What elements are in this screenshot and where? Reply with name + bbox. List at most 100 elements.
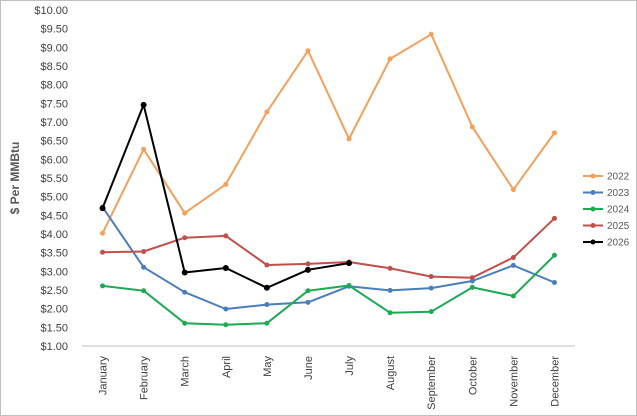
x-tick-label: June xyxy=(303,356,315,380)
data-point xyxy=(305,288,311,294)
y-tick-label: $3.50 xyxy=(40,248,68,260)
data-point xyxy=(223,181,229,187)
legend-item-2025: 2025 xyxy=(583,221,630,232)
x-tick-label: October xyxy=(467,356,479,395)
data-point xyxy=(223,322,229,328)
data-point xyxy=(510,187,516,193)
data-point xyxy=(100,230,106,236)
data-point xyxy=(387,287,393,293)
y-tick-label: $1.50 xyxy=(40,322,68,334)
y-axis-title: $ Per MMBtu xyxy=(8,142,22,215)
y-tick-label: $8.50 xyxy=(40,61,68,73)
data-point xyxy=(387,265,393,271)
legend-label: 2022 xyxy=(607,172,630,183)
series-layer xyxy=(99,31,557,328)
data-point xyxy=(304,266,311,273)
y-tick-label: $3.00 xyxy=(40,266,68,278)
x-tick-label: November xyxy=(508,356,520,407)
data-point xyxy=(182,320,188,326)
data-point xyxy=(510,262,516,268)
data-point xyxy=(346,260,353,267)
y-tick-label: $4.00 xyxy=(40,229,68,241)
x-tick-label: January xyxy=(98,356,110,396)
data-point xyxy=(387,56,393,62)
data-point xyxy=(141,146,147,152)
data-point xyxy=(181,269,188,276)
data-point xyxy=(222,264,229,271)
x-tick-label: March xyxy=(180,356,192,387)
data-point xyxy=(551,280,557,286)
y-tick-label: $9.00 xyxy=(40,42,68,54)
data-point xyxy=(428,309,434,315)
data-point xyxy=(551,252,557,258)
data-point xyxy=(100,249,106,255)
series-2023 xyxy=(100,204,557,312)
y-tick-label: $1.00 xyxy=(40,341,68,353)
data-point xyxy=(428,285,434,291)
data-point xyxy=(305,261,311,267)
x-tick-label: August xyxy=(385,356,397,390)
y-axis-ticks: $1.00 $1.50 $2.00 $2.50 $3.00 $3.50 $4.00 $4.50… xyxy=(34,5,68,353)
series-2022 xyxy=(100,31,557,236)
series-line xyxy=(102,217,556,279)
y-tick-label: $6.50 xyxy=(40,136,68,148)
data-point xyxy=(264,262,270,268)
x-tick-label: April xyxy=(221,356,233,378)
series-2024 xyxy=(100,252,557,328)
series-2025 xyxy=(100,215,557,281)
legend-label: 2026 xyxy=(607,238,630,249)
data-point xyxy=(140,101,147,108)
legend-label: 2023 xyxy=(607,188,630,199)
x-tick-label: May xyxy=(262,356,274,377)
y-tick-label: $7.50 xyxy=(40,98,68,110)
legend-label: 2024 xyxy=(607,205,630,216)
data-point xyxy=(510,255,516,261)
y-tick-label: $4.50 xyxy=(40,210,68,222)
data-point xyxy=(141,249,147,255)
data-point xyxy=(551,215,557,221)
legend-marker xyxy=(590,173,596,179)
y-tick-label: $5.50 xyxy=(40,173,68,185)
legend-label: 2025 xyxy=(607,221,630,232)
series-line xyxy=(101,206,555,310)
y-tick-label: $7.00 xyxy=(40,117,68,129)
legend-marker xyxy=(590,190,596,195)
data-point xyxy=(100,283,106,289)
data-point xyxy=(141,288,147,294)
legend-item-2022: 2022 xyxy=(583,172,630,183)
series-2026 xyxy=(99,101,353,291)
data-point xyxy=(263,284,270,291)
y-tick-label: $8.00 xyxy=(40,80,68,92)
legend-item-2023: 2023 xyxy=(583,188,630,199)
data-point xyxy=(223,233,229,239)
legend-item-2024: 2024 xyxy=(583,205,630,216)
data-point xyxy=(182,289,188,295)
data-point xyxy=(428,31,434,37)
x-tick-label: December xyxy=(549,356,561,407)
data-point xyxy=(428,274,434,280)
x-axis-ticks: January February March April May June July Augu… xyxy=(98,356,562,410)
data-point xyxy=(182,235,188,241)
data-point xyxy=(469,124,475,130)
series-line xyxy=(102,254,556,326)
data-point xyxy=(99,205,106,212)
data-point xyxy=(223,306,229,312)
legend-item-2026: 2026 xyxy=(583,238,630,249)
y-tick-label: $9.50 xyxy=(40,24,68,36)
data-point xyxy=(305,299,311,305)
data-point xyxy=(305,48,311,54)
data-point xyxy=(264,320,270,326)
y-tick-label: $2.50 xyxy=(40,285,68,297)
x-tick-label: July xyxy=(344,356,356,376)
data-point xyxy=(346,136,352,142)
x-tick-label: September xyxy=(426,356,438,410)
data-point xyxy=(469,275,475,281)
legend: 2022 2023 2024 2025 2026 xyxy=(583,172,630,249)
legend-marker xyxy=(590,223,596,228)
y-tick-label: $2.00 xyxy=(40,304,68,316)
data-point xyxy=(182,210,188,216)
data-point xyxy=(264,302,270,308)
legend-marker xyxy=(590,206,596,212)
data-point xyxy=(141,264,147,270)
series-line xyxy=(101,33,556,234)
